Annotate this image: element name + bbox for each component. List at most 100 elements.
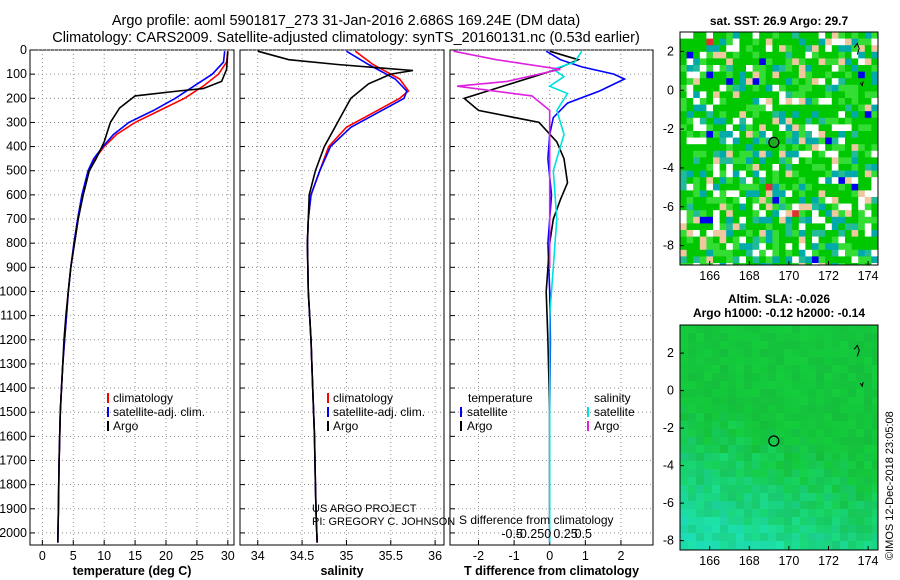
sst-cell xyxy=(864,236,872,244)
sst-cell xyxy=(845,210,852,218)
sla-cell xyxy=(832,445,841,454)
sst-cell xyxy=(831,230,839,237)
sst-cell xyxy=(845,144,852,152)
sla-map-xtick-label: 172 xyxy=(818,554,839,568)
sla-cell xyxy=(872,485,879,494)
sst-cell xyxy=(713,38,720,46)
sst-cell xyxy=(759,170,767,178)
sst-cell xyxy=(772,78,780,86)
sla-cell xyxy=(744,477,753,486)
sst-cell xyxy=(779,183,786,191)
sst-cell xyxy=(772,65,780,72)
sst-cell xyxy=(851,38,859,46)
sla-cell xyxy=(776,437,785,446)
sst-cell xyxy=(693,183,701,191)
sst-cell xyxy=(779,124,786,132)
sla-cell xyxy=(784,341,793,350)
sst-cell xyxy=(686,58,694,66)
sla-cell xyxy=(752,485,761,494)
sla-map-xtick-label: 174 xyxy=(858,554,879,568)
sst-cell xyxy=(818,170,826,178)
sla-cell xyxy=(696,533,705,542)
sla-cell xyxy=(728,437,737,446)
sst-cell xyxy=(818,177,826,185)
sla-cell xyxy=(872,517,879,526)
temperature-legend-label: Argo xyxy=(113,419,139,433)
sla-cell xyxy=(768,373,777,382)
sla-cell xyxy=(736,389,745,398)
sst-cell xyxy=(851,150,859,158)
sst-cell xyxy=(858,84,866,92)
temperature-xtick-label: 0 xyxy=(39,549,46,563)
sst-cell xyxy=(680,243,687,251)
sla-cell xyxy=(792,517,801,526)
sla-cell xyxy=(824,325,833,334)
sla-cell xyxy=(776,341,785,350)
sla-cell xyxy=(800,509,809,518)
sla-cell xyxy=(832,397,841,406)
sst-cell xyxy=(838,203,846,211)
sla-cell xyxy=(872,365,879,374)
sst-cell xyxy=(719,183,727,191)
sla-cell xyxy=(792,421,801,430)
sla-cell xyxy=(760,333,769,342)
sst-cell xyxy=(871,230,879,237)
sst-cell xyxy=(838,91,846,99)
sst-cell xyxy=(818,150,826,158)
sst-cell xyxy=(746,164,753,171)
sla-cell xyxy=(792,413,801,422)
sst-cell xyxy=(831,45,839,53)
sst-cell xyxy=(713,111,720,119)
sst-cell xyxy=(699,98,707,105)
sst-cell xyxy=(706,197,714,204)
sst-cell xyxy=(792,216,800,224)
sla-cell xyxy=(744,333,753,342)
sst-cell xyxy=(825,71,833,79)
sst-cell xyxy=(759,45,767,53)
sst-cell xyxy=(759,230,767,237)
sst-cell xyxy=(765,236,773,244)
temperature-panel: 0 5 10 15 20 25 300100200300400500600700800900… xyxy=(0,43,235,578)
sst-cell xyxy=(752,223,760,231)
sla-cell xyxy=(688,437,697,446)
sla-cell xyxy=(752,357,761,366)
sst-cell xyxy=(699,263,707,266)
sla-cell xyxy=(784,453,793,462)
sst-cell xyxy=(693,256,701,264)
sst-cell xyxy=(713,78,720,86)
sla-cell xyxy=(800,437,809,446)
sst-cell xyxy=(851,256,859,264)
sla-cell xyxy=(688,389,697,398)
sla-cell xyxy=(680,525,689,534)
sst-cell xyxy=(864,104,872,112)
sla-cell xyxy=(832,485,841,494)
sst-cell xyxy=(845,243,852,251)
sst-cell xyxy=(858,203,866,211)
sla-cell xyxy=(824,445,833,454)
sla-cell xyxy=(720,509,729,518)
sst-cell xyxy=(713,263,720,266)
sst-cell xyxy=(732,98,740,105)
sst-cell xyxy=(785,71,793,79)
sst-cell xyxy=(812,117,819,125)
sst-cell xyxy=(680,256,687,264)
sst-cell xyxy=(713,150,720,158)
sst-map-title: sat. SST: 26.9 Argo: 29.7 xyxy=(710,14,849,28)
sst-cell xyxy=(779,256,786,264)
sst-cell xyxy=(719,177,727,185)
sst-cell xyxy=(765,38,773,46)
sst-cell xyxy=(713,144,720,152)
sla-cell xyxy=(816,525,825,534)
sst-cell xyxy=(825,197,833,204)
sst-cell xyxy=(772,51,780,59)
sst-cell xyxy=(798,230,806,237)
sla-cell xyxy=(872,413,879,422)
sst-cell xyxy=(818,164,826,171)
sst-cell xyxy=(693,203,701,211)
sst-cell xyxy=(680,157,687,165)
sst-cell xyxy=(851,91,859,99)
sst-cell xyxy=(858,124,866,132)
sst-cell xyxy=(845,84,852,92)
sst-cell xyxy=(838,124,846,132)
sst-cell xyxy=(825,91,833,99)
